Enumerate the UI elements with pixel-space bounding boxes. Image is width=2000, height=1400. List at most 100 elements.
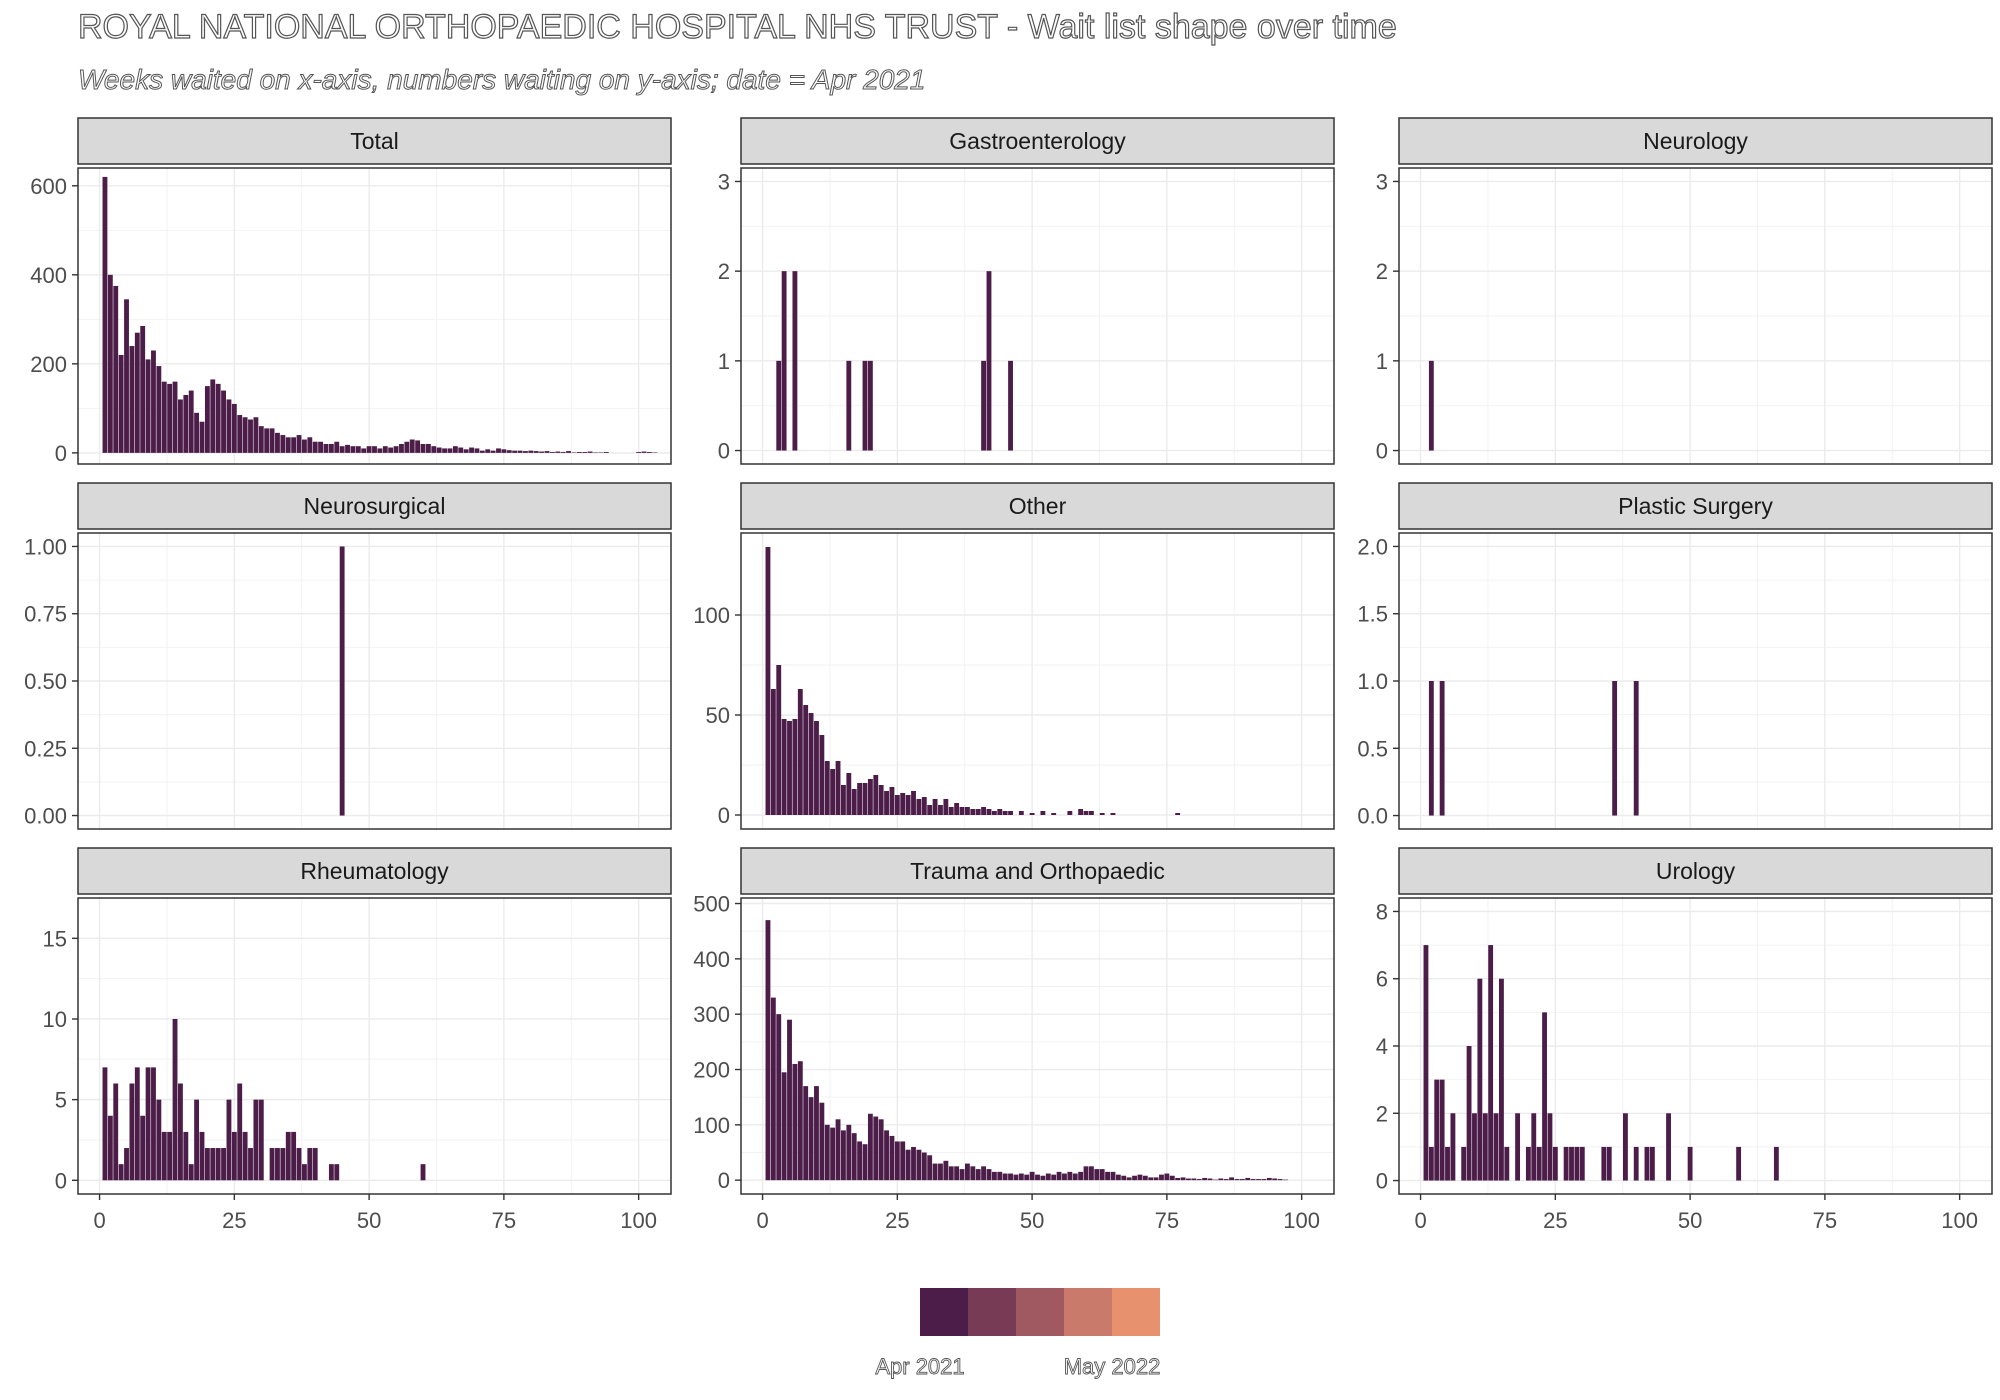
- y-tick-label: 500: [693, 892, 730, 917]
- bar: [959, 1169, 965, 1181]
- bar: [221, 390, 226, 453]
- bar: [178, 1083, 183, 1181]
- panel-border: [77, 897, 672, 1195]
- bar: [970, 809, 976, 815]
- legend-swatch: [1016, 1288, 1064, 1336]
- facet-strip: [77, 117, 672, 165]
- bar: [964, 807, 970, 815]
- legend-label: May 2022: [1064, 1354, 1161, 1379]
- bar: [889, 787, 895, 815]
- bar: [199, 1131, 205, 1181]
- bar: [1175, 813, 1181, 815]
- bar: [1773, 1146, 1779, 1181]
- bar: [113, 285, 119, 453]
- bar: [765, 547, 771, 815]
- bar: [431, 446, 437, 453]
- bar: [291, 1131, 297, 1181]
- bar: [118, 1164, 124, 1181]
- bar: [1272, 1178, 1278, 1181]
- bar: [107, 274, 113, 453]
- bar: [280, 435, 286, 453]
- x-tick-label: 0: [93, 1208, 105, 1233]
- bar: [636, 451, 642, 453]
- bar: [1083, 811, 1089, 815]
- bar: [1067, 1171, 1073, 1181]
- bar: [1736, 1146, 1742, 1181]
- bar: [841, 785, 846, 815]
- bar: [938, 805, 943, 815]
- y-tick-label: 600: [30, 174, 67, 199]
- bar: [204, 1148, 210, 1181]
- y-tick-label: 400: [30, 263, 67, 288]
- bar: [415, 440, 421, 453]
- bar: [215, 1148, 221, 1181]
- bar: [280, 1148, 286, 1181]
- y-tick-label: 0: [718, 803, 730, 828]
- bar: [560, 451, 566, 453]
- facet-panel-3: Neurosurgical 0.00 0.25 0.50 0.75 1.00: [24, 482, 672, 830]
- bar: [156, 1099, 162, 1181]
- bar: [776, 1014, 782, 1181]
- bar: [797, 689, 803, 815]
- y-tick-label: 15: [43, 926, 67, 951]
- bar: [328, 443, 334, 453]
- y-tick-label: 100: [693, 1113, 730, 1138]
- bar: [1261, 1179, 1267, 1181]
- bar: [1245, 1177, 1251, 1181]
- bar: [1428, 360, 1434, 451]
- bar: [857, 1141, 863, 1181]
- facet-strip: [740, 482, 1335, 530]
- bar: [986, 271, 992, 451]
- bar: [932, 1163, 938, 1181]
- bar: [1606, 1146, 1612, 1181]
- facet-title: Total: [350, 128, 399, 154]
- bar: [425, 443, 431, 453]
- bar: [1256, 1179, 1261, 1181]
- y-tick-label: 8: [1376, 899, 1388, 924]
- y-tick-label: 50: [706, 703, 730, 728]
- bar: [258, 426, 264, 453]
- facet-panel-2: Neurology 0 1 2 3: [1376, 117, 1993, 465]
- bar: [523, 451, 528, 453]
- bar: [549, 451, 555, 453]
- bar: [797, 1061, 803, 1181]
- bar: [846, 1124, 852, 1181]
- x-tick-label: 50: [357, 1208, 381, 1233]
- legend-label: Apr 2021: [875, 1354, 964, 1379]
- bar: [641, 451, 647, 453]
- y-tick-label: 3: [1376, 169, 1388, 194]
- bar: [1186, 1178, 1191, 1181]
- bar: [841, 1130, 846, 1181]
- y-tick-label: 3: [718, 169, 730, 194]
- bar: [1666, 1113, 1671, 1181]
- bar: [253, 417, 259, 453]
- bar: [1466, 1046, 1472, 1181]
- y-tick-label: 0.5: [1357, 736, 1388, 761]
- bar: [275, 432, 280, 453]
- bar: [851, 1133, 857, 1181]
- bar: [862, 783, 868, 815]
- bar: [878, 1119, 884, 1181]
- bar: [1110, 1171, 1116, 1181]
- bar: [830, 1127, 836, 1181]
- bar: [884, 791, 889, 815]
- gridlines: [741, 168, 1334, 464]
- y-tick-label: 2.0: [1357, 534, 1388, 559]
- bar: [1477, 978, 1483, 1181]
- x-tick-label: 50: [1020, 1208, 1044, 1233]
- y-tick-label: 400: [693, 947, 730, 972]
- bar: [264, 428, 270, 453]
- bar: [792, 1063, 798, 1181]
- bar: [1159, 1174, 1164, 1181]
- bar: [124, 299, 129, 453]
- bar: [1008, 1173, 1013, 1181]
- bar: [1574, 1146, 1580, 1181]
- bar: [1002, 1173, 1008, 1181]
- x-tick-label: 75: [1155, 1208, 1179, 1233]
- y-tick-label: 1.0: [1357, 669, 1388, 694]
- bar: [927, 1155, 933, 1181]
- bar: [911, 1146, 916, 1181]
- bar: [248, 419, 253, 453]
- bar: [900, 1141, 906, 1181]
- bar: [1153, 1177, 1159, 1181]
